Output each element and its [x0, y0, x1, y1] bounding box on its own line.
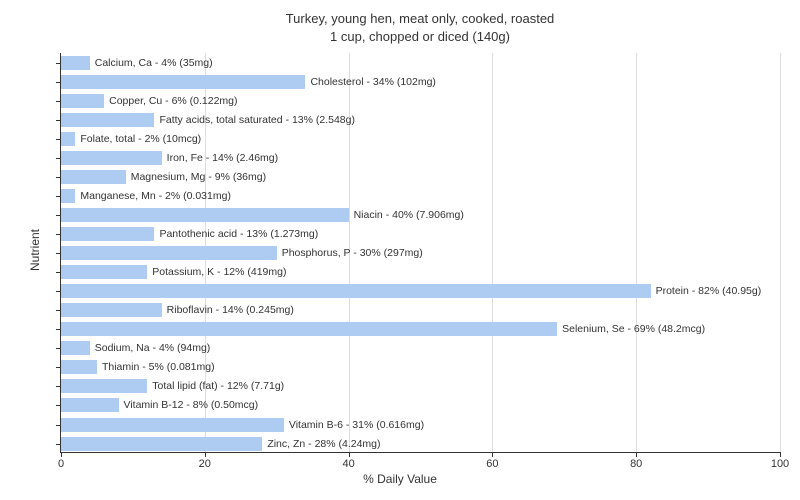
- bar-row: Vitamin B-6 - 31% (0.616mg): [61, 415, 780, 434]
- bar-label: Calcium, Ca - 4% (35mg): [95, 56, 213, 70]
- nutrient-chart: Turkey, young hen, meat only, cooked, ro…: [0, 0, 800, 500]
- nutrient-bar: [61, 322, 557, 336]
- nutrient-bar: [61, 94, 104, 108]
- x-tick-label: 40: [342, 458, 354, 470]
- bar-label: Protein - 82% (40.95g): [656, 284, 762, 298]
- nutrient-bar: [61, 208, 349, 222]
- x-axis-label: % Daily Value: [363, 472, 437, 486]
- bar-row: Calcium, Ca - 4% (35mg): [61, 53, 780, 72]
- bar-label: Potassium, K - 12% (419mg): [152, 265, 286, 279]
- bar-label: Vitamin B-12 - 8% (0.50mcg): [124, 398, 259, 412]
- title-line2: 1 cup, chopped or diced (140g): [330, 29, 510, 44]
- bar-row: Selenium, Se - 69% (48.2mcg): [61, 320, 780, 339]
- nutrient-bar: [61, 189, 75, 203]
- bar-label: Sodium, Na - 4% (94mg): [95, 341, 211, 355]
- plot-area: 020406080100Calcium, Ca - 4% (35mg)Chole…: [60, 53, 780, 453]
- x-tick-label: 0: [58, 458, 64, 470]
- bar-row: Cholesterol - 34% (102mg): [61, 72, 780, 91]
- bar-label: Iron, Fe - 14% (2.46mg): [167, 151, 278, 165]
- bar-row: Copper, Cu - 6% (0.122mg): [61, 91, 780, 110]
- nutrient-bar: [61, 246, 277, 260]
- bar-row: Total lipid (fat) - 12% (7.71g): [61, 377, 780, 396]
- bar-label: Vitamin B-6 - 31% (0.616mg): [289, 418, 424, 432]
- bar-label: Riboflavin - 14% (0.245mg): [167, 303, 294, 317]
- bar-label: Folate, total - 2% (10mcg): [80, 132, 201, 146]
- bar-row: Iron, Fe - 14% (2.46mg): [61, 148, 780, 167]
- bar-row: Phosphorus, P - 30% (297mg): [61, 244, 780, 263]
- bar-row: Protein - 82% (40.95g): [61, 282, 780, 301]
- nutrient-bar: [61, 360, 97, 374]
- bar-row: Thiamin - 5% (0.081mg): [61, 358, 780, 377]
- nutrient-bar: [61, 132, 75, 146]
- bar-label: Total lipid (fat) - 12% (7.71g): [152, 379, 284, 393]
- bar-label: Manganese, Mn - 2% (0.031mg): [80, 189, 231, 203]
- bar-label: Cholesterol - 34% (102mg): [310, 75, 435, 89]
- bar-label: Niacin - 40% (7.906mg): [354, 208, 464, 222]
- nutrient-bar: [61, 170, 126, 184]
- nutrient-bar: [61, 284, 651, 298]
- nutrient-bar: [61, 265, 147, 279]
- bar-label: Fatty acids, total saturated - 13% (2.54…: [159, 113, 355, 127]
- bar-label: Phosphorus, P - 30% (297mg): [282, 246, 423, 260]
- bar-label: Thiamin - 5% (0.081mg): [102, 360, 215, 374]
- bar-label: Copper, Cu - 6% (0.122mg): [109, 94, 237, 108]
- bar-row: Fatty acids, total saturated - 13% (2.54…: [61, 110, 780, 129]
- x-tick-label: 60: [486, 458, 498, 470]
- bar-label: Selenium, Se - 69% (48.2mcg): [562, 322, 705, 336]
- bar-row: Folate, total - 2% (10mcg): [61, 129, 780, 148]
- bar-row: Riboflavin - 14% (0.245mg): [61, 301, 780, 320]
- bar-label: Zinc, Zn - 28% (4.24mg): [267, 437, 380, 451]
- y-axis-label: Nutrient: [28, 229, 42, 271]
- bar-row: Manganese, Mn - 2% (0.031mg): [61, 186, 780, 205]
- nutrient-bar: [61, 113, 154, 127]
- chart-title: Turkey, young hen, meat only, cooked, ro…: [60, 10, 780, 45]
- bar-label: Magnesium, Mg - 9% (36mg): [131, 170, 266, 184]
- title-line1: Turkey, young hen, meat only, cooked, ro…: [286, 11, 555, 26]
- x-tick-label: 80: [630, 458, 642, 470]
- nutrient-bar: [61, 151, 162, 165]
- nutrient-bar: [61, 379, 147, 393]
- x-tick: [780, 452, 781, 457]
- nutrient-bar: [61, 227, 154, 241]
- bar-row: Magnesium, Mg - 9% (36mg): [61, 167, 780, 186]
- nutrient-bar: [61, 398, 119, 412]
- bar-row: Zinc, Zn - 28% (4.24mg): [61, 434, 780, 453]
- nutrient-bar: [61, 418, 284, 432]
- gridline: [780, 53, 781, 452]
- bar-label: Pantothenic acid - 13% (1.273mg): [159, 227, 318, 241]
- nutrient-bar: [61, 437, 262, 451]
- bar-row: Vitamin B-12 - 8% (0.50mcg): [61, 396, 780, 415]
- bar-row: Pantothenic acid - 13% (1.273mg): [61, 225, 780, 244]
- x-tick-label: 100: [771, 458, 789, 470]
- nutrient-bar: [61, 75, 305, 89]
- bar-row: Potassium, K - 12% (419mg): [61, 263, 780, 282]
- x-tick-label: 20: [199, 458, 211, 470]
- bar-row: Sodium, Na - 4% (94mg): [61, 339, 780, 358]
- nutrient-bar: [61, 56, 90, 70]
- bar-row: Niacin - 40% (7.906mg): [61, 205, 780, 224]
- nutrient-bar: [61, 341, 90, 355]
- nutrient-bar: [61, 303, 162, 317]
